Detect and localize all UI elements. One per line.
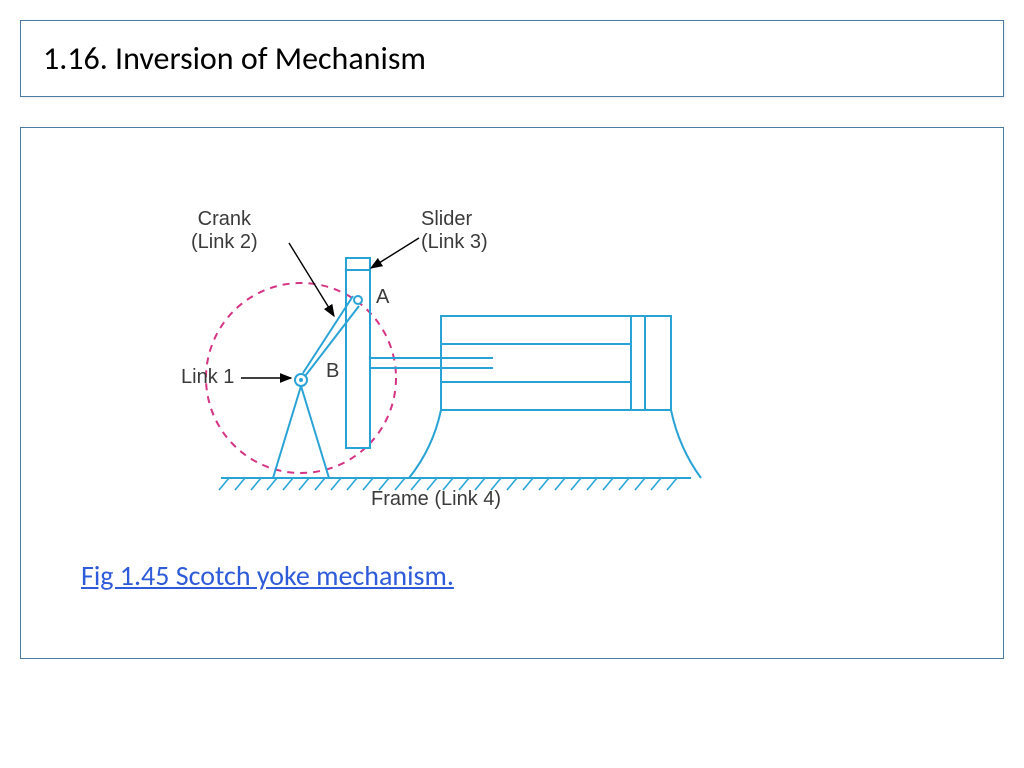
figure-caption: Fig 1.45 Scotch yoke mechanism. — [81, 558, 983, 593]
label-link1: Link 1 — [181, 366, 234, 389]
label-point-b: B — [326, 360, 339, 383]
pin-a-icon — [354, 296, 362, 304]
pivot-support-icon — [273, 386, 329, 478]
mechanism-svg — [41, 188, 761, 528]
label-crank: Crank (Link 2) — [191, 208, 258, 254]
label-slider: Slider (Link 3) — [421, 208, 488, 254]
section-title: 1.16. Inversion of Mechanism — [43, 39, 981, 78]
label-point-a: A — [376, 286, 389, 309]
connecting-rod-icon — [370, 358, 493, 368]
diagram-canvas: Crank (Link 2) Slider (Link 3) Link 1 Fr… — [41, 188, 983, 548]
title-panel: 1.16. Inversion of Mechanism — [20, 20, 1004, 97]
slider-yoke-icon — [346, 258, 370, 448]
diagram-panel: Crank (Link 2) Slider (Link 3) Link 1 Fr… — [20, 127, 1004, 659]
cylinder-block-icon — [409, 316, 701, 478]
label-frame: Frame (Link 4) — [371, 488, 501, 511]
